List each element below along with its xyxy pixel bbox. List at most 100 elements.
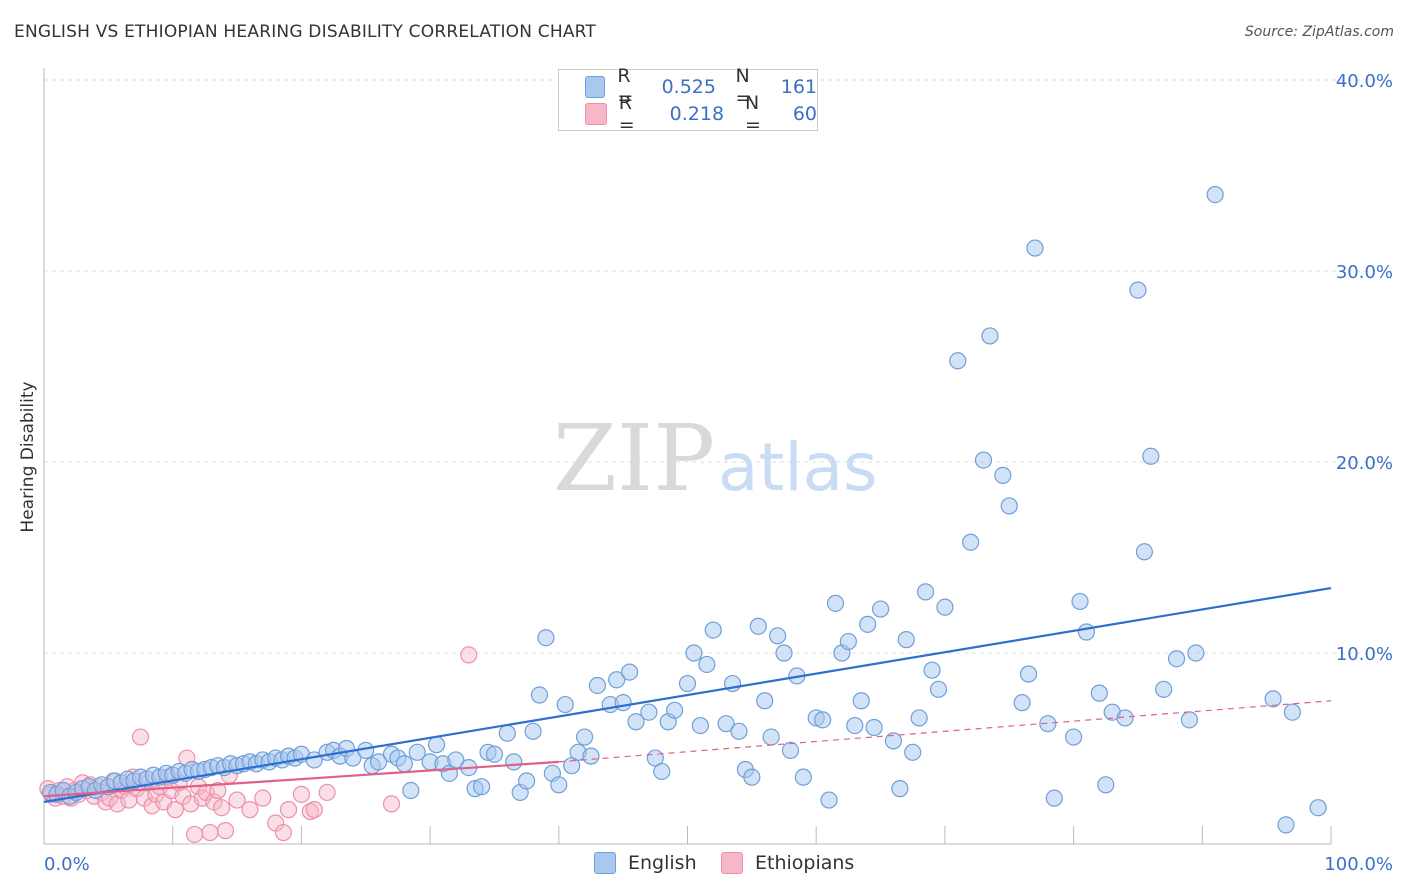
legend-ethiopians-swatch [721, 852, 743, 874]
english-point [678, 674, 697, 693]
english-point [653, 762, 671, 781]
english-point [949, 352, 967, 370]
legend-ethiopians-label: Ethiopians [755, 852, 855, 874]
english-point [505, 753, 523, 771]
ethiopians-point [460, 646, 478, 664]
english-point [1019, 665, 1038, 683]
english-point [666, 701, 684, 719]
english-point [904, 743, 922, 761]
english-point [530, 686, 549, 704]
english-point [1167, 650, 1186, 668]
ethiopians-point [279, 801, 298, 819]
x-tick-label: 100.0% [1324, 854, 1393, 875]
ethiopians-point [382, 795, 401, 813]
english-point [691, 716, 709, 735]
english-point [556, 695, 574, 714]
english-point [620, 663, 639, 681]
english-point [936, 598, 954, 616]
stats-row-ethiopians: R = 0.218 N = 60 [585, 92, 817, 136]
english-point [1309, 799, 1327, 817]
legend-english-label: English [628, 852, 697, 874]
legend-english-swatch [594, 852, 616, 874]
y-axis-label: Hearing Disability [18, 381, 38, 532]
english-point [1264, 690, 1282, 708]
english-r-value: 0.525 [661, 76, 716, 98]
english-point [897, 631, 915, 649]
english-point [820, 791, 838, 809]
english-point [756, 692, 774, 710]
english-n-value: 161 [780, 76, 818, 98]
y-tick-label: 20.0% [1336, 453, 1393, 474]
english-point [1071, 592, 1089, 611]
ethiopians-point [254, 789, 272, 807]
english-point [608, 671, 626, 689]
english-point [794, 768, 812, 786]
english-point [768, 627, 787, 645]
english-point [537, 629, 555, 647]
english-point [582, 747, 600, 765]
ethiopians-point [318, 783, 336, 802]
english-point [839, 632, 857, 651]
english-point [485, 745, 504, 763]
english-point [891, 780, 909, 798]
english-swatch [585, 76, 606, 98]
legend-item-english: English [594, 852, 697, 874]
y-tick-label: 40.0% [1336, 71, 1393, 92]
ethiopians-point [209, 781, 227, 800]
english-point [994, 466, 1012, 484]
ethiopians-point [166, 801, 184, 819]
ethiopians-point [201, 823, 219, 842]
english-point [1283, 703, 1301, 721]
english-point [575, 728, 594, 746]
english-point [1090, 684, 1108, 702]
english-point [1277, 816, 1295, 834]
english-point [1180, 711, 1199, 729]
english-point [730, 722, 748, 740]
english-point [749, 617, 767, 635]
ethiopians-point [274, 823, 292, 842]
english-point [846, 716, 864, 735]
english-point [614, 694, 632, 712]
english-point [370, 753, 388, 771]
chart-title: ENGLISH VS ETHIOPIAN HEARING DISABILITY … [14, 22, 597, 42]
english-point [640, 703, 658, 721]
english-point [981, 327, 999, 345]
english-point [627, 713, 645, 731]
english-point [781, 741, 800, 760]
ethiopians-point [241, 801, 259, 819]
ethiopians-trendline [43, 760, 559, 798]
ethiopians-r-value: 0.218 [669, 103, 725, 125]
english-point [974, 451, 993, 469]
english-point [775, 644, 793, 662]
english-trendline [43, 586, 1332, 804]
english-point [498, 724, 516, 742]
english-point [826, 594, 845, 612]
ethiopians-swatch [585, 103, 607, 125]
x-tick-label: 0.0% [44, 854, 90, 875]
english-point [1077, 623, 1096, 641]
english-point [916, 583, 935, 601]
english-r-label: R = [617, 65, 634, 109]
english-point [762, 728, 780, 746]
english-point [402, 781, 420, 800]
english-point [1097, 776, 1115, 794]
english-point [910, 709, 928, 727]
english-point [408, 743, 426, 761]
english-point [1000, 497, 1018, 515]
english-point [923, 661, 941, 679]
english-point [698, 655, 716, 674]
english-point [1187, 644, 1205, 662]
y-tick-label: 30.0% [1336, 262, 1393, 283]
english-point [518, 772, 536, 790]
y-tick-label: 10.0% [1336, 644, 1393, 665]
english-point [871, 600, 890, 618]
ethiopians-r-label: R = [618, 92, 635, 136]
english-point [1045, 789, 1063, 807]
english-point [550, 776, 568, 794]
english-point [1206, 186, 1224, 204]
english-point [884, 732, 903, 750]
english-point [1135, 543, 1153, 561]
english-point [1129, 281, 1147, 299]
english-point [588, 676, 607, 695]
english-point [1142, 447, 1160, 465]
